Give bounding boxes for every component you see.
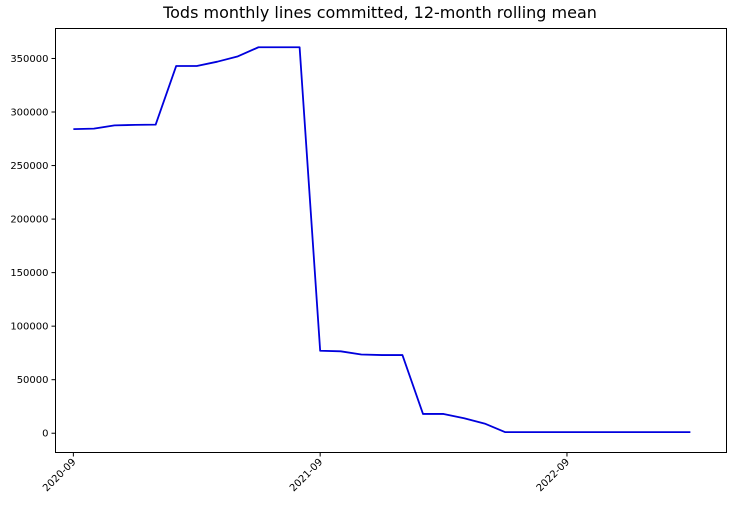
series-group: [73, 46, 691, 434]
y-tick-label: 50000: [17, 375, 49, 386]
plot-area-frame: [55, 28, 727, 453]
series-line: [73, 46, 691, 434]
y-tick-label: 300000: [10, 108, 48, 119]
chart-title: Tods monthly lines committed, 12-month r…: [162, 3, 597, 22]
y-tick-label: 250000: [10, 161, 48, 172]
x-tick-label: 2021-09: [288, 457, 325, 494]
y-tick-label: 0: [42, 429, 48, 440]
x-tick-label: 2020-09: [41, 457, 78, 494]
y-tick-label: 350000: [10, 54, 48, 65]
y-tick-label: 150000: [10, 268, 48, 279]
x-axis: 2020-09 2021-09 2022-09: [41, 452, 572, 494]
y-axis: 0 50000 100000 150000 200000 250000 300000 3500…: [10, 54, 56, 440]
y-tick-label: 200000: [10, 215, 48, 226]
x-tick-label: 2022-09: [535, 457, 572, 494]
y-tick-label: 100000: [10, 322, 48, 333]
